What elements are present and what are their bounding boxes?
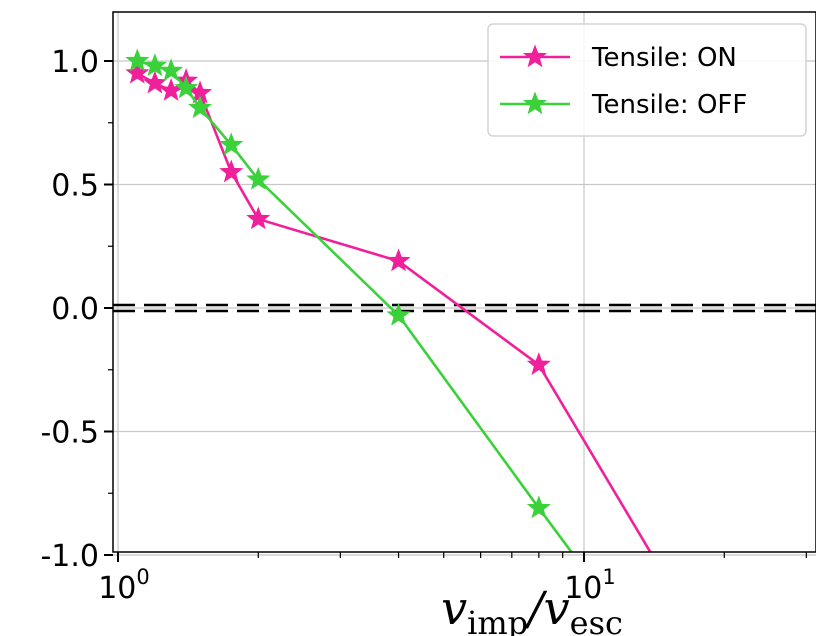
data-point-star (159, 58, 184, 82)
data-point-star (125, 60, 150, 84)
legend-item-tensile-on: Tensile: ON (500, 43, 737, 73)
x-tick-label: 100 (98, 565, 150, 606)
series-clip-group (125, 48, 652, 552)
data-point-star (386, 248, 411, 272)
data-point-star (246, 206, 271, 230)
data-point-star (142, 53, 167, 77)
x-axis-label-sub2: esc (570, 604, 623, 636)
legend-item-tensile-off: Tensile: OFF (500, 90, 747, 120)
x-tick-label-base: 10 (564, 571, 602, 606)
x-axis-label-sub1: imp (467, 604, 528, 636)
data-point-star (526, 352, 551, 376)
y-tick-label: -0.5 (40, 416, 99, 451)
x-tick-label-base: 10 (98, 571, 136, 606)
x-axis-label-v1: v (441, 581, 467, 635)
data-point-star (125, 48, 150, 72)
legend-box (487, 23, 807, 137)
legend-label: Tensile: ON (591, 43, 737, 73)
legend: Tensile: ON Tensile: OFF (487, 23, 807, 137)
data-point-star (386, 302, 411, 326)
series-tensile-off (125, 48, 574, 552)
y-tick-label: 0.0 (51, 292, 99, 327)
data-point-star (526, 495, 551, 519)
data-point-star (174, 75, 199, 99)
legend-label: Tensile: OFF (591, 90, 747, 120)
x-tick-label-exponent: 0 (136, 565, 149, 589)
data-point-star (219, 132, 244, 156)
x-tick-label: 101 (564, 565, 616, 606)
x-tick-label-exponent: 1 (602, 565, 615, 589)
data-point-star (246, 166, 271, 190)
data-point-star (188, 95, 213, 119)
data-point-star (142, 70, 167, 94)
data-point-star (219, 159, 244, 183)
x-axis-label: vimp/vesc (441, 581, 623, 636)
data-series (125, 48, 652, 552)
legend-star-marker (522, 44, 548, 68)
legend-star-marker (522, 91, 548, 115)
y-tick-label: -1.0 (40, 539, 99, 574)
y-tick-label: 0.5 (51, 169, 99, 204)
plot-frame (112, 11, 816, 553)
data-point-star (159, 77, 184, 101)
y-tick-label: 1.0 (51, 45, 99, 80)
x-axis-label-v2: v (544, 581, 570, 635)
